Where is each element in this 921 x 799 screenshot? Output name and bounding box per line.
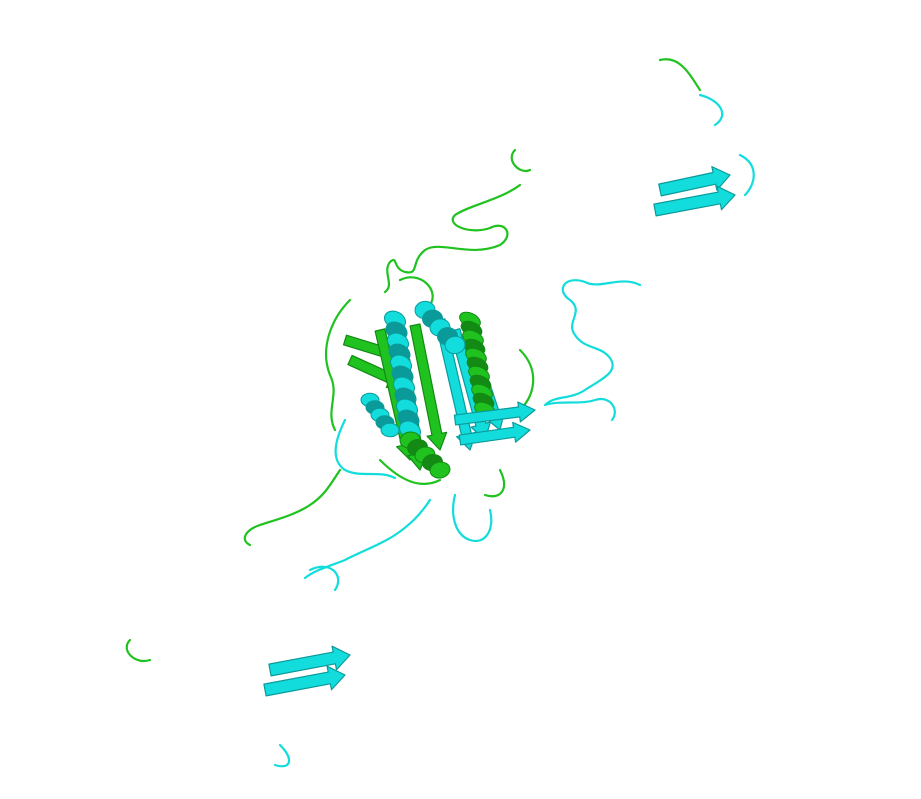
green-helical-domain-bottom (125, 638, 152, 663)
central-beta-domain (325, 276, 536, 498)
coil (273, 565, 340, 768)
alpha-helix (399, 431, 451, 479)
cyan-coil-left (334, 418, 397, 480)
beta-strand (409, 323, 448, 451)
coil (378, 458, 506, 498)
beta-strand (263, 665, 346, 697)
cyan-linker-bottom (303, 498, 432, 580)
coil (125, 638, 152, 663)
green-helical-domain-top (510, 58, 702, 173)
linker-coils (243, 183, 642, 580)
green-linker-bottom (243, 468, 342, 547)
cyan-helical-domain-top (653, 93, 755, 217)
alpha-helix (384, 310, 421, 440)
alpha-helix (414, 300, 466, 355)
green-linker-top (383, 183, 522, 294)
helix-turn (429, 461, 451, 479)
helix-turn (444, 335, 466, 355)
coil (698, 93, 755, 197)
beta-strand (453, 401, 536, 426)
helix-turn (380, 422, 400, 438)
beta-strand (268, 645, 351, 677)
cyan-linker-right (543, 279, 642, 422)
beta-strand (658, 166, 731, 197)
coil (510, 58, 702, 173)
beta-strand (653, 185, 736, 217)
cyan-helical-domain-bottom (263, 565, 351, 768)
cyan-loop-bottom (452, 493, 493, 543)
alpha-helix (360, 392, 400, 438)
beta-strand (458, 421, 531, 446)
